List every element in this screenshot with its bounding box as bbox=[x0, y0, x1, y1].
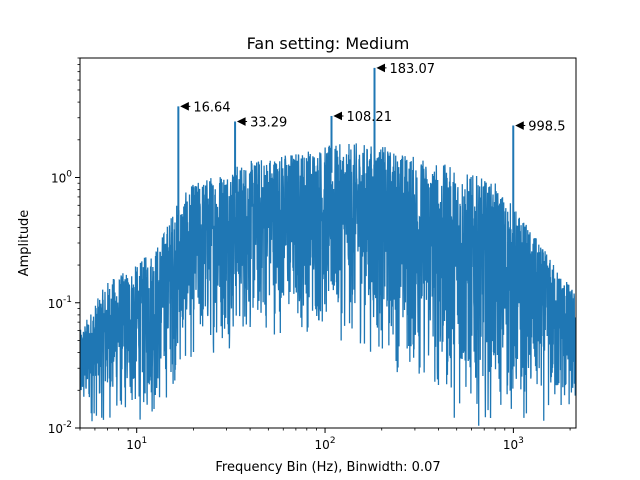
axis-ticks: 101 102 103 10-2 10-1 100 bbox=[48, 57, 571, 452]
peak-arrow-2 bbox=[333, 111, 344, 121]
x-axis-label: Frequency Bin (Hz), Binwidth: 0.07 bbox=[215, 460, 440, 475]
peak-annotations: 16.64 33.29 108.21 183.07 998.5 bbox=[180, 62, 565, 135]
peak-label-1: 33.29 bbox=[250, 116, 287, 131]
x-tick-label-2: 103 bbox=[503, 436, 524, 452]
peak-arrow-1 bbox=[236, 117, 248, 126]
peak-label-3: 183.07 bbox=[390, 62, 436, 77]
x-tick-label-1: 102 bbox=[315, 436, 336, 452]
plot-area bbox=[80, 67, 576, 426]
peak-arrow-4 bbox=[515, 121, 526, 130]
peak-label-4: 998.5 bbox=[528, 120, 565, 135]
spectrum-line bbox=[80, 143, 576, 426]
y-tick-label-0: 10-2 bbox=[48, 420, 72, 436]
y-axis-label: Amplitude bbox=[17, 210, 32, 277]
peak-arrow-0 bbox=[180, 102, 191, 111]
peak-label-0: 16.64 bbox=[193, 100, 230, 115]
y-tick-label-2: 100 bbox=[51, 170, 72, 186]
y-tick-label-1: 10-1 bbox=[48, 295, 72, 311]
peak-arrow-3 bbox=[376, 63, 387, 73]
peak-label-2: 108.21 bbox=[346, 110, 392, 125]
chart-title: Fan setting: Medium bbox=[247, 34, 410, 53]
x-tick-label-0: 101 bbox=[126, 436, 147, 452]
